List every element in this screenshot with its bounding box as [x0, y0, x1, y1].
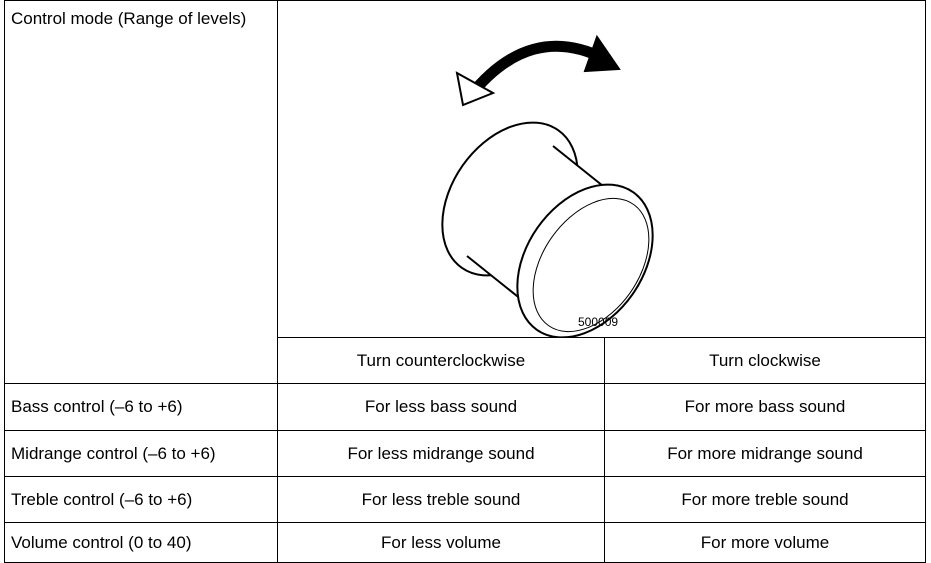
control-table: Control mode (Range of levels) 500009 Tu… [4, 0, 926, 563]
row-label: Volume control (0 to 40) [4, 522, 278, 563]
cell: For more volume [604, 522, 926, 563]
table-row: Midrange control (–6 to +6) For less midr… [4, 430, 926, 477]
table-row: Bass control (–6 to +6) For less bass sou… [4, 383, 926, 431]
figure-cell: 500009 [277, 0, 926, 338]
cell: For less midrange sound [277, 430, 605, 477]
cell: For less treble sound [277, 476, 605, 523]
header-label: Control mode (Range of levels) [4, 0, 278, 384]
table-body: Bass control (–6 to +6) For less bass sou… [4, 383, 926, 563]
table-row: Volume control (0 to 40) For less volume F… [4, 522, 926, 563]
knob-illustration [441, 34, 654, 337]
cell: For more midrange sound [604, 430, 926, 477]
cell: For less volume [277, 522, 605, 563]
column-header: Turn clockwise [604, 337, 926, 384]
cell: For more treble sound [604, 476, 926, 523]
row-label: Midrange control (–6 to +6) [4, 430, 278, 477]
row-label: Treble control (–6 to +6) [4, 476, 278, 523]
cell: For more bass sound [604, 383, 926, 431]
column-header: Turn counterclockwise [277, 337, 605, 384]
row-label: Bass control (–6 to +6) [4, 383, 278, 431]
table-row: Treble control (–6 to +6) For less treble… [4, 476, 926, 523]
cell: For less bass sound [277, 383, 605, 431]
